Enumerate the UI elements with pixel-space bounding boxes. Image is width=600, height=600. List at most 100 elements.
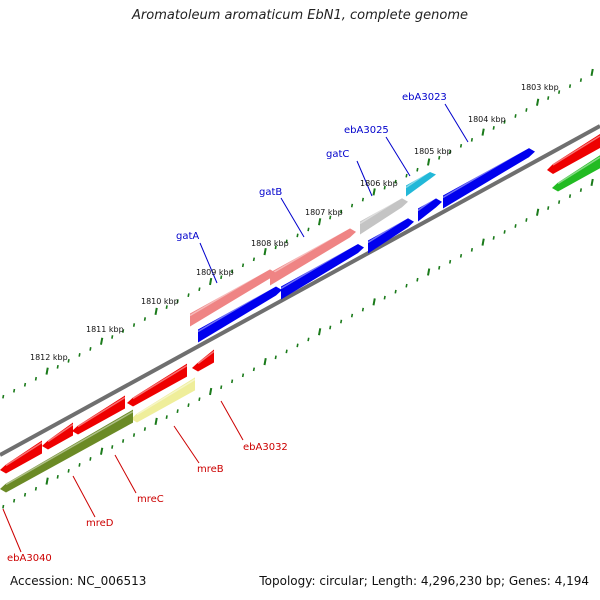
ruler-label: 1810 kbp bbox=[141, 297, 179, 306]
feature-track bbox=[0, 133, 600, 493]
inner-tick-mark bbox=[2, 504, 5, 509]
outer-tick-mark bbox=[503, 120, 506, 124]
gene-label-ebA3023: ebA3023 bbox=[402, 92, 447, 103]
ruler-label: 1809 kbp bbox=[196, 268, 234, 277]
outer-tick-mark bbox=[579, 78, 583, 82]
gene-label-ebA3040: ebA3040 bbox=[7, 553, 52, 564]
outer-tick-mark bbox=[350, 203, 354, 208]
outer-tick-mark bbox=[590, 68, 594, 77]
gene-label-ebA3032: ebA3032 bbox=[243, 442, 288, 453]
outer-tick-mark bbox=[209, 277, 213, 286]
ruler-label: 1807 kbp bbox=[305, 208, 343, 217]
feature-blue-1 bbox=[442, 146, 535, 209]
label-leader-lines bbox=[2, 103, 469, 553]
outer-tick-mark bbox=[296, 233, 299, 238]
inner-tick-mark bbox=[438, 265, 441, 270]
feature-gray bbox=[359, 196, 408, 235]
outer-tick-mark bbox=[361, 197, 365, 202]
outer-tick-mark bbox=[252, 257, 256, 262]
outer-tick-mark bbox=[416, 167, 419, 172]
gene-label-ebA3023-leader bbox=[444, 103, 469, 143]
outer-tick-mark bbox=[438, 155, 441, 160]
outer-tick-mark bbox=[231, 269, 234, 274]
inner-tick-mark bbox=[274, 355, 277, 360]
inner-tick-mark bbox=[372, 298, 376, 306]
gene-label-gatA-leader bbox=[199, 242, 218, 284]
gene-label-ebA3040-leader bbox=[2, 508, 22, 553]
inner-tick-mark bbox=[405, 283, 408, 288]
inner-tick-mark bbox=[78, 463, 81, 467]
outer-tick-mark bbox=[536, 98, 540, 106]
gene-label-gatB-leader bbox=[280, 197, 305, 238]
inner-tick-mark bbox=[558, 200, 561, 204]
gene-label-gatC: gatC bbox=[326, 149, 349, 160]
outer-tick-mark bbox=[89, 347, 92, 351]
inner-tick-mark bbox=[111, 445, 114, 449]
inner-tick-mark bbox=[176, 409, 179, 413]
outer-tick-mark bbox=[514, 114, 517, 118]
inner-tick-mark bbox=[470, 247, 474, 252]
inner-tick-mark bbox=[383, 295, 386, 300]
outer-tick-mark bbox=[459, 143, 463, 148]
outer-tick-mark bbox=[427, 158, 431, 166]
inner-tick-mark bbox=[394, 289, 397, 294]
ruler-label: 1806 kbp bbox=[360, 179, 398, 188]
feature-red-3 bbox=[72, 395, 126, 435]
gene-label-gatB: gatB bbox=[259, 187, 282, 198]
inner-tick-mark bbox=[198, 397, 201, 402]
inner-tick-mark bbox=[143, 427, 147, 431]
inner-tick-mark bbox=[416, 277, 419, 282]
outer-tick-mark bbox=[23, 382, 27, 387]
inner-tick-mark bbox=[492, 236, 495, 240]
gene-label-ebA3032-leader bbox=[220, 400, 244, 441]
outer-tick-mark bbox=[449, 149, 452, 154]
accession-text: Accession: NC_006513 bbox=[10, 574, 147, 588]
feature-red-5 bbox=[0, 440, 43, 474]
outer-tick-ring bbox=[2, 68, 594, 399]
inner-tick-mark bbox=[503, 230, 506, 234]
feature-olive-1 bbox=[0, 409, 134, 493]
inner-tick-mark bbox=[340, 319, 343, 324]
ruler-label: 1804 kbp bbox=[468, 115, 506, 124]
feature-red-2 bbox=[127, 363, 188, 407]
outer-tick-mark bbox=[340, 209, 343, 214]
outer-tick-mark bbox=[111, 335, 114, 339]
inner-tick-mark bbox=[252, 367, 256, 372]
outer-tick-mark bbox=[34, 376, 38, 381]
feature-yellow bbox=[131, 377, 196, 423]
outer-tick-mark bbox=[154, 307, 158, 315]
outer-tick-mark bbox=[405, 173, 408, 178]
ruler-label: 1803 kbp bbox=[521, 83, 559, 92]
outer-tick-mark bbox=[132, 323, 136, 327]
inner-tick-mark bbox=[45, 477, 49, 485]
outer-tick-mark bbox=[45, 367, 49, 375]
inner-tick-mark bbox=[525, 218, 528, 222]
inner-tick-mark bbox=[296, 343, 299, 348]
outer-tick-mark bbox=[2, 394, 5, 399]
outer-tick-mark bbox=[56, 364, 59, 369]
inner-tick-mark bbox=[514, 224, 517, 228]
inner-tick-mark bbox=[307, 337, 310, 342]
inner-tick-mark bbox=[590, 178, 594, 187]
inner-tick-mark bbox=[361, 307, 365, 312]
inner-tick-mark bbox=[285, 349, 288, 354]
inner-tick-mark bbox=[100, 447, 104, 455]
gene-label-mreD: mreD bbox=[86, 518, 114, 529]
ruler-label: 1812 kbp bbox=[30, 353, 68, 362]
feature-pink-2 bbox=[189, 267, 276, 327]
outer-tick-mark bbox=[67, 358, 70, 363]
outer-tick-mark bbox=[187, 293, 190, 298]
gene-label-mreC-leader bbox=[114, 454, 137, 494]
outer-tick-mark bbox=[568, 84, 572, 88]
outer-tick-mark bbox=[558, 90, 561, 94]
outer-tick-mark bbox=[470, 137, 474, 142]
outer-tick-mark bbox=[383, 185, 386, 190]
inner-tick-mark bbox=[89, 457, 92, 461]
inner-tick-mark bbox=[56, 474, 59, 479]
feature-cyan bbox=[405, 170, 436, 197]
gene-label-mreB-leader bbox=[173, 425, 200, 464]
inner-tick-mark bbox=[241, 373, 245, 378]
inner-tick-mark bbox=[23, 492, 27, 497]
feature-red-4 bbox=[42, 422, 74, 450]
outer-tick-mark bbox=[143, 317, 147, 321]
